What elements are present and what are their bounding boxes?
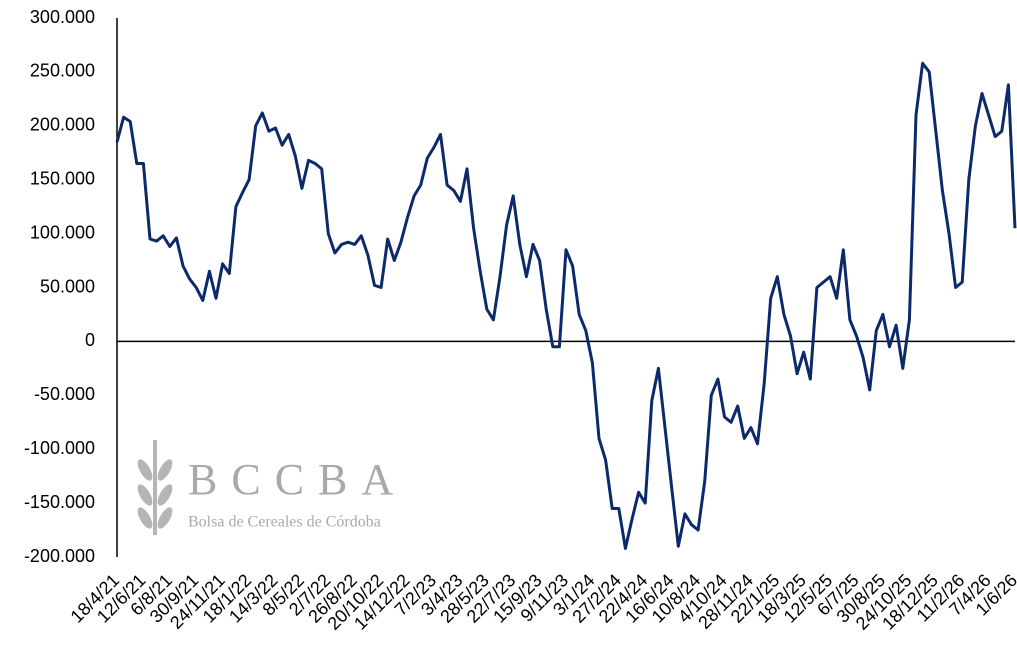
y-tick-label: 200.000	[30, 115, 95, 135]
y-tick-label: 250.000	[30, 61, 95, 81]
watermark-logo	[137, 440, 173, 535]
logo-leaf	[157, 459, 173, 481]
logo-leaf	[137, 484, 153, 506]
series-line	[115, 61, 1017, 550]
logo-leaf	[157, 507, 173, 529]
brand: BCCBA	[188, 455, 407, 504]
y-tick-label: 300.000	[30, 7, 95, 27]
y-tick-label: -100.000	[24, 438, 95, 458]
logo-leaf	[157, 484, 173, 506]
y-tick-label: 100.000	[30, 222, 95, 242]
y-tick-label: 150.000	[30, 168, 95, 188]
logo-leaf	[137, 507, 153, 529]
brand-subtitle: Bolsa de Cereales de Córdoba	[188, 514, 381, 531]
y-tick-label: -150.000	[24, 492, 95, 512]
y-tick-label: -200.000	[24, 546, 95, 566]
y-tick-label: 50.000	[40, 276, 95, 296]
y-tick-label: 0	[85, 330, 95, 350]
logo-leaf	[137, 459, 153, 481]
y-tick-label: -50.000	[34, 384, 95, 404]
logo-stem	[153, 440, 157, 535]
